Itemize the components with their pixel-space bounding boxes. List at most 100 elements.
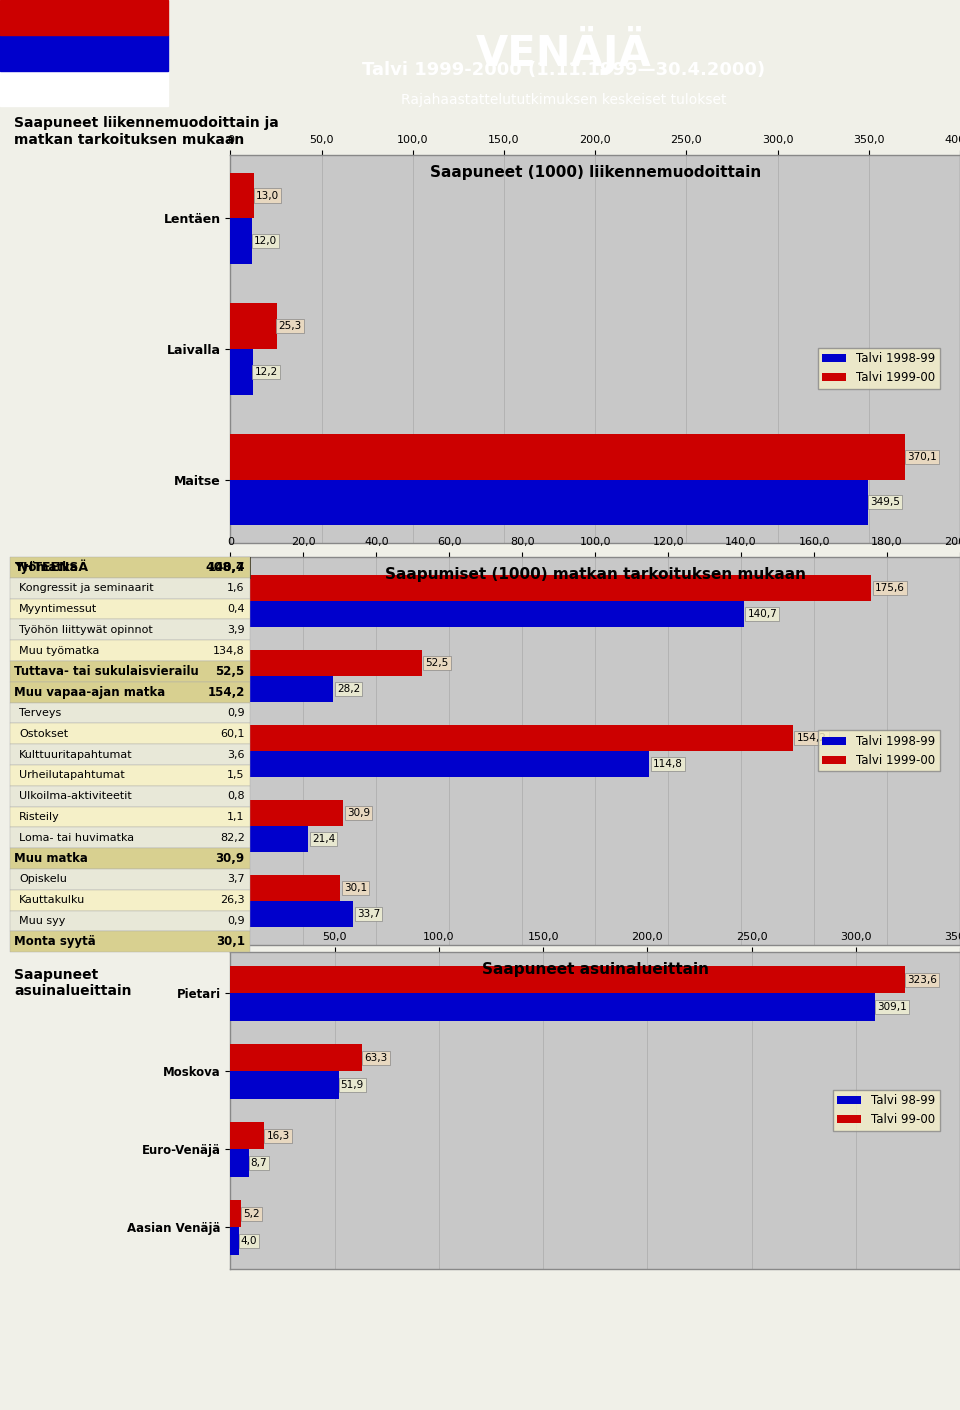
Text: Työhön liittywät opinnot: Työhön liittywät opinnot	[19, 625, 153, 634]
Bar	[230, 172, 254, 219]
Bar	[230, 826, 308, 852]
Text: 349,5: 349,5	[870, 498, 900, 508]
Bar	[10, 619, 250, 640]
Text: 33,7: 33,7	[357, 909, 380, 919]
Text: YHTEENSÄ: YHTEENSÄ	[14, 561, 88, 574]
Text: 154,2: 154,2	[207, 685, 245, 698]
Bar	[230, 799, 343, 826]
Text: Terveys: Terveys	[19, 708, 61, 718]
Text: 323,6: 323,6	[907, 974, 937, 984]
Text: 5,2: 5,2	[243, 1208, 260, 1218]
Text: 63,3: 63,3	[365, 1053, 388, 1063]
Text: 114,8: 114,8	[653, 759, 683, 768]
Text: 13,0: 13,0	[256, 190, 279, 200]
Text: 30,9: 30,9	[347, 808, 370, 818]
Bar	[230, 1045, 362, 1072]
Bar	[10, 890, 250, 911]
Bar	[0, 35, 168, 70]
Text: 52,5: 52,5	[216, 666, 245, 678]
Bar	[230, 750, 649, 777]
Text: Saapuneet liikennemuodoittain ja
matkan tarkoituksen mukaan: Saapuneet liikennemuodoittain ja matkan …	[14, 117, 278, 147]
Bar	[10, 931, 250, 952]
Text: Muu vapaa-ajan matka: Muu vapaa-ajan matka	[14, 685, 166, 698]
Bar	[10, 702, 250, 723]
Bar	[230, 479, 868, 525]
Bar	[230, 601, 744, 627]
Bar	[10, 681, 250, 702]
Bar	[10, 557, 250, 578]
Text: 30,1: 30,1	[216, 935, 245, 948]
Bar	[230, 901, 353, 928]
Bar	[230, 1122, 264, 1149]
Bar	[10, 807, 250, 828]
Bar	[10, 847, 250, 869]
Text: 134,8: 134,8	[213, 646, 245, 656]
Bar	[230, 650, 421, 675]
Text: Risteily: Risteily	[19, 812, 60, 822]
Text: 16,3: 16,3	[267, 1131, 290, 1141]
Bar	[10, 785, 250, 807]
Text: Muu matka: Muu matka	[14, 852, 88, 864]
Text: 12,0: 12,0	[254, 237, 277, 247]
Bar	[0, 70, 168, 106]
Text: 1,1: 1,1	[228, 812, 245, 822]
Bar	[10, 578, 250, 598]
Text: Muu syy: Muu syy	[19, 916, 65, 926]
Text: 0,9: 0,9	[228, 916, 245, 926]
Bar	[230, 219, 252, 264]
Text: 154,2: 154,2	[797, 733, 827, 743]
Bar	[230, 675, 333, 702]
Text: 52,5: 52,5	[425, 657, 449, 668]
Bar	[0, 0, 168, 35]
Bar	[230, 1227, 239, 1255]
Bar	[230, 966, 905, 994]
Text: Loma- tai huvimatka: Loma- tai huvimatka	[19, 833, 134, 843]
Text: Kongressit ja seminaarit: Kongressit ja seminaarit	[19, 584, 154, 594]
Bar	[230, 575, 871, 601]
Bar	[10, 764, 250, 785]
Text: 175,6: 175,6	[875, 582, 904, 592]
Bar	[10, 640, 250, 661]
Bar	[10, 598, 250, 619]
Text: Kulttuuritapahtumat: Kulttuuritapahtumat	[19, 750, 132, 760]
Bar	[230, 725, 793, 750]
Text: 30,9: 30,9	[216, 852, 245, 864]
Text: Myyntimessut: Myyntimessut	[19, 603, 98, 613]
Text: Kauttakulku: Kauttakulku	[19, 895, 85, 905]
Bar	[10, 869, 250, 890]
Text: Tuttava- tai sukulaisvierailu: Tuttava- tai sukulaisvierailu	[14, 666, 199, 678]
Bar	[230, 1072, 339, 1098]
Text: Saapuneet (1000) liikennemuodoittain: Saapuneet (1000) liikennemuodoittain	[429, 165, 761, 180]
Text: 4,0: 4,0	[241, 1237, 257, 1246]
Text: Rajahaastattelututkimuksen keskeiset tulokset: Rajahaastattelututkimuksen keskeiset tul…	[401, 93, 727, 107]
Bar	[10, 661, 250, 682]
Text: Ostokset: Ostokset	[19, 729, 68, 739]
Text: Opiskelu: Opiskelu	[19, 874, 67, 884]
Text: 0,4: 0,4	[228, 603, 245, 613]
Text: 8,7: 8,7	[251, 1158, 267, 1167]
Text: 309,1: 309,1	[876, 1003, 906, 1012]
Text: 1,6: 1,6	[228, 584, 245, 594]
Text: 51,9: 51,9	[341, 1080, 364, 1090]
Text: 1,5: 1,5	[228, 770, 245, 780]
Text: Ulkoilma-aktiviteetit: Ulkoilma-aktiviteetit	[19, 791, 132, 801]
Text: Urheilutapahtumat: Urheilutapahtumat	[19, 770, 125, 780]
Text: Saapuneet asuinalueittain: Saapuneet asuinalueittain	[482, 962, 708, 977]
Text: 30,1: 30,1	[344, 883, 367, 893]
Text: 28,2: 28,2	[337, 684, 360, 694]
Text: 60,1: 60,1	[220, 729, 245, 739]
Text: Muu työmatka: Muu työmatka	[19, 646, 100, 656]
Bar	[230, 874, 340, 901]
Text: 26,3: 26,3	[220, 895, 245, 905]
Text: 0,8: 0,8	[228, 791, 245, 801]
Text: Talvi 1999-2000 (1.11.1999—30.4.2000): Talvi 1999-2000 (1.11.1999—30.4.2000)	[363, 61, 765, 79]
Text: 25,3: 25,3	[278, 321, 301, 331]
Text: Työmatka: Työmatka	[14, 561, 79, 574]
Bar	[230, 994, 875, 1021]
Bar	[230, 1149, 249, 1176]
Text: Saapuneet
asuinalueittain: Saapuneet asuinalueittain	[14, 967, 132, 998]
Legend: Talvi 1998-99, Talvi 1999-00: Talvi 1998-99, Talvi 1999-00	[818, 730, 940, 771]
Text: Saapumiset (1000) matkan tarkoituksen mukaan: Saapumiset (1000) matkan tarkoituksen mu…	[385, 567, 805, 582]
Text: 3,7: 3,7	[228, 874, 245, 884]
Bar	[230, 1200, 241, 1227]
